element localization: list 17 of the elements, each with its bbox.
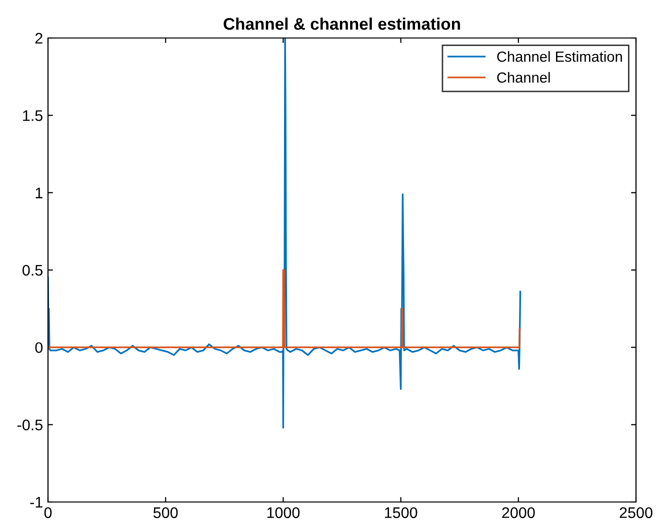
chart-title: Channel & channel estimation bbox=[224, 18, 460, 30]
x-tick-label: 0 bbox=[44, 507, 52, 518]
x-tick-label: 1500 bbox=[384, 507, 418, 518]
x-tick-label: 2500 bbox=[620, 507, 652, 518]
legend-label: Channel bbox=[497, 72, 550, 83]
y-tick-label: 1 bbox=[36, 188, 42, 198]
y-tick-label: 0.5 bbox=[22, 264, 42, 276]
y-tick-label: 2 bbox=[35, 32, 42, 44]
y-tick-label: 1.5 bbox=[23, 110, 42, 122]
x-tick-label: 1000 bbox=[267, 507, 300, 518]
y-tick-label: -0.5 bbox=[17, 420, 42, 430]
y-tick-label: 0 bbox=[35, 342, 43, 354]
x-tick-label: 2000 bbox=[502, 507, 535, 518]
legend-label: Channel Estimation bbox=[497, 51, 622, 62]
x-tick-label: 500 bbox=[153, 507, 178, 518]
y-tick-label: -1 bbox=[30, 497, 42, 508]
line-series bbox=[48, 269, 521, 348]
